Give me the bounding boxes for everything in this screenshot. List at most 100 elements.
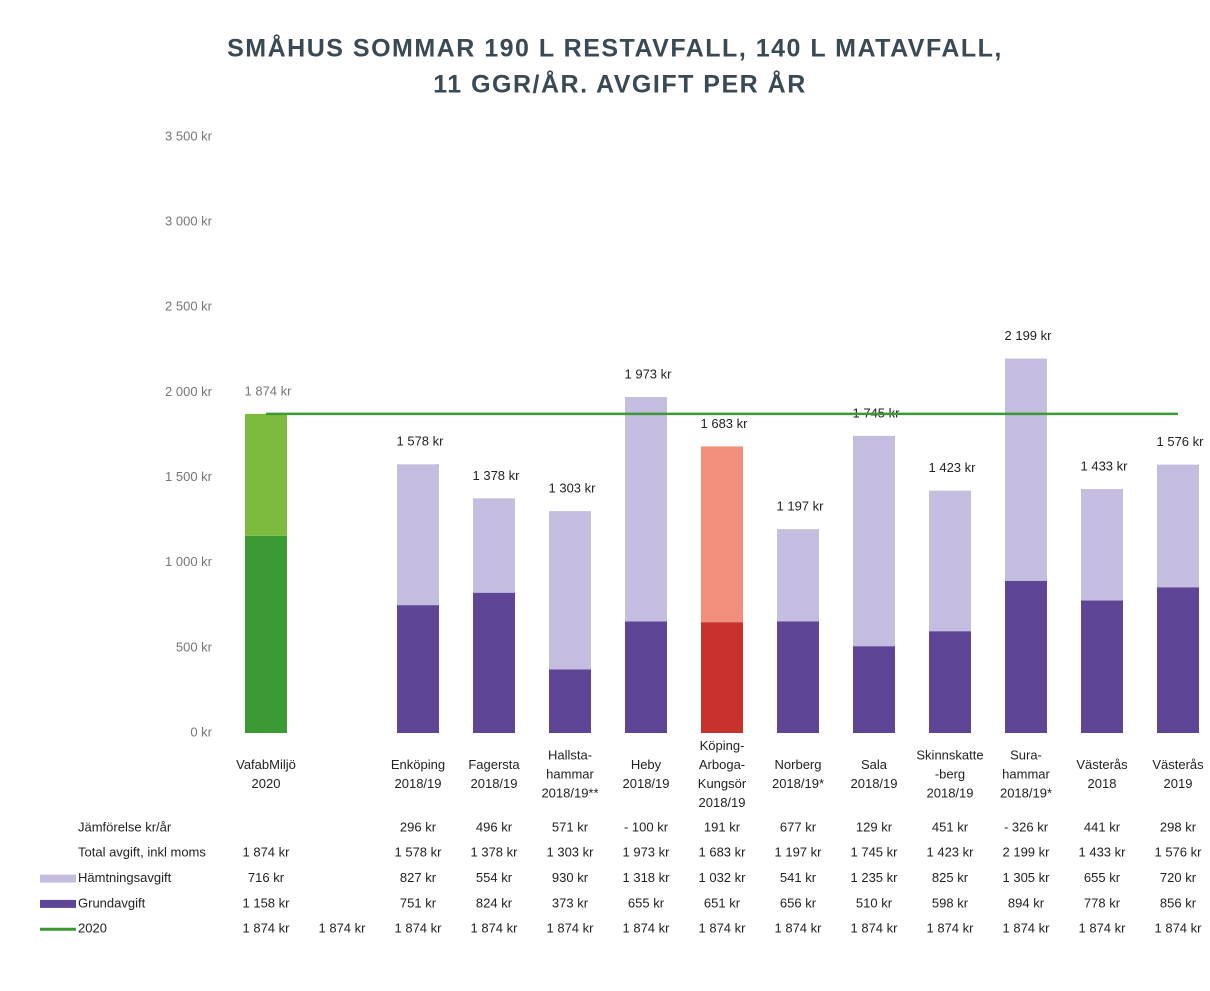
table-cell: 451 kr: [932, 819, 969, 834]
table-cell: 1 874 kr: [699, 921, 747, 936]
x-tick-label: Heby: [631, 757, 662, 772]
table-cell: 1 423 kr: [927, 845, 975, 860]
total-label: 1 433 kr: [1081, 458, 1129, 473]
total-label: 1 973 kr: [625, 366, 673, 381]
x-tick-label: Västerås: [1076, 757, 1128, 772]
table-cell: 856 kr: [1160, 895, 1197, 910]
bar-segment: [929, 490, 971, 632]
table-cell: 1 158 kr: [243, 895, 291, 910]
legend-swatch: [40, 874, 76, 883]
table-cell: 298 kr: [1160, 819, 1197, 834]
x-tick-label: 2018/19: [395, 776, 442, 791]
total-label: 1 683 kr: [701, 416, 749, 431]
table-cell: 1 874 kr: [471, 921, 519, 936]
x-tick-label: 2018: [1088, 776, 1117, 791]
bar-segment: [397, 464, 439, 606]
bar-segment: [549, 669, 591, 733]
bar-segment: [853, 646, 895, 733]
table-cell: 1 235 kr: [851, 870, 899, 885]
table-cell: 1 874 kr: [927, 921, 975, 936]
x-tick-label: hammar: [1002, 766, 1050, 781]
x-tick-label: 2019: [1164, 776, 1193, 791]
table-cell: 1 874 kr: [775, 921, 823, 936]
bar-segment: [245, 535, 287, 733]
total-label: 2 199 kr: [1005, 328, 1053, 343]
total-label: 1 576 kr: [1157, 434, 1205, 449]
table-cell: 655 kr: [628, 895, 665, 910]
x-tick-label: VafabMiljö: [236, 757, 296, 772]
table-cell: 751 kr: [400, 895, 437, 910]
x-tick-label: 2020: [252, 776, 281, 791]
row-label: Total avgift, inkl moms: [78, 845, 206, 860]
x-tick-label: Enköping: [391, 757, 445, 772]
table-cell: 1 874 kr: [1155, 921, 1203, 936]
bar-segment: [1081, 488, 1123, 601]
table-cell: 1 032 kr: [699, 870, 747, 885]
x-tick-label: -berg: [935, 766, 965, 781]
chart-title: 11 GGR/ÅR. AVGIFT PER ÅR: [433, 70, 807, 99]
bar-segment: [1157, 587, 1199, 733]
table-cell: 655 kr: [1084, 870, 1121, 885]
table-cell: 894 kr: [1008, 895, 1045, 910]
bar-segment: [473, 592, 515, 733]
table-cell: 1 433 kr: [1079, 845, 1127, 860]
table-cell: 1 874 kr: [395, 921, 443, 936]
x-tick-label: Sura-: [1010, 747, 1042, 762]
table-cell: 656 kr: [780, 895, 817, 910]
y-tick-label: 2 000 kr: [165, 384, 213, 399]
x-tick-label: hammar: [546, 766, 594, 781]
table-cell: 598 kr: [932, 895, 969, 910]
table-cell: 1 874 kr: [851, 921, 899, 936]
legend-swatch: [40, 899, 76, 908]
table-cell: 554 kr: [476, 870, 513, 885]
total-label: 1 874 kr: [245, 383, 293, 398]
x-tick-label: 2018/19*: [772, 776, 824, 791]
table-cell: 1 578 kr: [395, 845, 443, 860]
bar-segment: [245, 413, 287, 536]
table-cell: 1 305 kr: [1003, 870, 1051, 885]
row-label: Jämförelse kr/år: [78, 819, 172, 834]
table-cell: 1 197 kr: [775, 845, 823, 860]
table-cell: 677 kr: [780, 819, 817, 834]
table-cell: 441 kr: [1084, 819, 1121, 834]
table-cell: 716 kr: [248, 870, 285, 885]
y-tick-label: 1 500 kr: [165, 469, 213, 484]
bar-segment: [397, 605, 439, 733]
bar-segment: [1157, 464, 1199, 588]
x-tick-label: 2018/19: [471, 776, 518, 791]
table-cell: 827 kr: [400, 870, 437, 885]
table-cell: 1 378 kr: [471, 845, 519, 860]
x-tick-label: 2018/19: [699, 795, 746, 810]
bar-segment: [853, 435, 895, 647]
y-tick-label: 1 000 kr: [165, 554, 213, 569]
row-label: 2020: [78, 921, 107, 936]
bar-segment: [1081, 600, 1123, 733]
row-label: Grundavgift: [78, 895, 146, 910]
table-cell: 720 kr: [1160, 870, 1197, 885]
table-cell: 651 kr: [704, 895, 741, 910]
y-tick-label: 3 000 kr: [165, 214, 213, 229]
bar-segment: [625, 621, 667, 733]
total-label: 1 197 kr: [777, 499, 825, 514]
x-tick-label: Köping-: [700, 738, 745, 753]
total-label: 1 578 kr: [397, 434, 445, 449]
table-cell: 824 kr: [476, 895, 513, 910]
table-cell: 496 kr: [476, 819, 513, 834]
table-cell: 825 kr: [932, 870, 969, 885]
y-tick-label: 3 500 kr: [165, 128, 213, 143]
x-tick-label: Norberg: [775, 757, 822, 772]
x-tick-label: Västerås: [1152, 757, 1204, 772]
table-cell: - 326 kr: [1004, 819, 1049, 834]
bar-segment: [1005, 358, 1047, 581]
table-cell: 1 874 kr: [319, 921, 367, 936]
total-label: 1 378 kr: [473, 468, 521, 483]
x-tick-label: 2018/19**: [541, 785, 598, 800]
table-cell: 1 874 kr: [1079, 921, 1127, 936]
x-tick-label: Kungsör: [698, 776, 747, 791]
x-tick-label: Sala: [861, 757, 888, 772]
row-label: Hämtningsavgift: [78, 870, 172, 885]
table-cell: 1 874 kr: [243, 845, 291, 860]
table-cell: 541 kr: [780, 870, 817, 885]
x-tick-label: 2018/19: [851, 776, 898, 791]
